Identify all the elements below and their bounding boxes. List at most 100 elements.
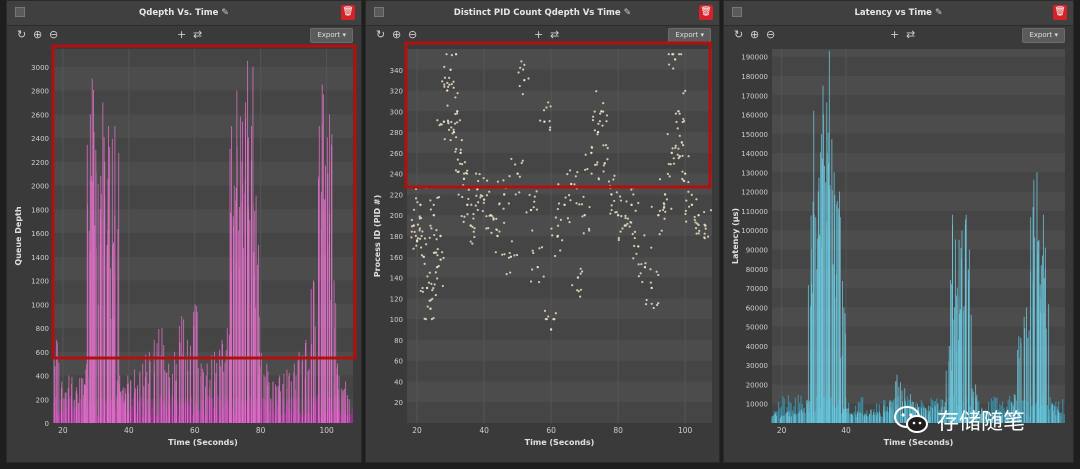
scatter-point [491, 215, 494, 218]
scatter-point [598, 120, 602, 123]
scatter-point [518, 191, 521, 194]
scatter-point [502, 207, 505, 210]
scatter-point [443, 76, 447, 79]
swap-icon[interactable]: ⇄ [193, 28, 203, 41]
scatter-point [495, 217, 498, 220]
scatter-point [436, 248, 439, 251]
scatter-point [425, 243, 428, 246]
scatter-point [454, 96, 457, 99]
scatter-point [600, 110, 603, 113]
scatter-point [421, 230, 424, 233]
y-tick-label: 1400 [31, 254, 49, 262]
scatter-point [683, 172, 687, 175]
scatter-point [465, 172, 469, 175]
delete-trash-icon[interactable]: 🗑 [699, 5, 713, 20]
scatter-point [587, 227, 591, 230]
scatter-point [429, 208, 432, 211]
edit-pencil-icon[interactable]: ✎ [934, 8, 943, 18]
y-tick-label: 10000 [746, 401, 768, 409]
y-tick-label: 2000 [31, 183, 49, 191]
reset-icon[interactable]: ↻ [734, 28, 744, 41]
qdepth-chart[interactable]: 0 200 400 600 800 1000 1200 1400 1600 1800 2000 220… [7, 1, 363, 464]
scatter-point [643, 234, 646, 237]
scatter-point [672, 67, 675, 70]
zoom-in-icon[interactable]: ⊕ [750, 28, 760, 41]
crosshair-icon[interactable]: + [534, 28, 544, 41]
swap-icon[interactable]: ⇄ [906, 28, 916, 41]
scatter-point [477, 201, 480, 204]
scatter-point [429, 224, 432, 227]
zoom-out-icon[interactable]: ⊖ [49, 28, 59, 41]
y-tick-label: 180000 [741, 73, 768, 81]
scatter-point [596, 133, 599, 136]
scatter-point [613, 174, 616, 177]
y-axis-title: Process ID (PID #) [373, 195, 382, 277]
crosshair-icon[interactable]: + [890, 28, 900, 41]
scatter-point [418, 227, 422, 230]
crosshair-icon[interactable]: + [177, 28, 187, 41]
scatter-point [473, 227, 476, 230]
reset-icon[interactable]: ↻ [376, 28, 386, 41]
y-tick-label: 3000 [31, 64, 49, 72]
panel-select-checkbox[interactable] [374, 7, 384, 17]
scatter-point [521, 159, 524, 162]
y-tick-label: 2600 [31, 111, 49, 119]
scatter-point [693, 218, 696, 222]
scatter-point [676, 153, 679, 156]
scatter-point [681, 170, 684, 173]
scatter-point [605, 120, 608, 123]
scatter-point [680, 53, 683, 56]
scatter-point [454, 112, 457, 116]
pid-chart[interactable]: 20 40 60 80 100 120 140 160 180 200 220 240 260 280 30… [366, 1, 721, 464]
panel-title-text: Qdepth Vs. Time [139, 8, 219, 18]
edit-pencil-icon[interactable]: ✎ [623, 8, 632, 18]
export-label: Export [317, 31, 341, 39]
scatter-point [566, 173, 569, 176]
scatter-point [456, 92, 459, 95]
swap-icon[interactable]: ⇄ [550, 28, 560, 41]
scatter-point [674, 144, 677, 147]
y-tick-label: 280 [390, 129, 403, 137]
panel-select-checkbox[interactable] [732, 7, 742, 17]
scatter-point [453, 122, 457, 125]
scatter-point [527, 77, 530, 80]
scatter-point [477, 179, 480, 183]
scatter-point [459, 151, 462, 155]
scatter-point [582, 195, 585, 198]
highlight-box [51, 44, 357, 360]
scatter-point [593, 163, 597, 166]
scatter-point [416, 201, 419, 204]
panel-select-checkbox[interactable] [15, 7, 25, 17]
chart-panel-qdepth: Qdepth Vs. Time ✎ 🗑 ↻ ⊕ ⊖ + ⇄ Export ▾ 0 2… [6, 0, 362, 463]
zoom-in-icon[interactable]: ⊕ [392, 28, 402, 41]
scatter-point [605, 114, 609, 117]
scatter-point [519, 66, 522, 69]
y-tick-label: 600 [36, 349, 49, 357]
zoom-out-icon[interactable]: ⊖ [408, 28, 418, 41]
export-dropdown[interactable]: Export ▾ [310, 28, 353, 43]
scatter-point [536, 265, 539, 269]
scatter-point [461, 163, 464, 166]
scatter-point [684, 89, 687, 93]
scatter-point [567, 194, 571, 197]
scatter-point [419, 237, 422, 240]
y-tick-label: 800 [36, 325, 49, 333]
scatter-point [515, 253, 519, 257]
latency-chart[interactable]: 10000 20000 30000 40000 50000 60000 70000 80000… [724, 1, 1075, 464]
scatter-point [529, 280, 533, 283]
scatter-point [446, 81, 449, 84]
scatter-point [476, 188, 479, 191]
scatter-point [454, 150, 457, 153]
edit-pencil-icon[interactable]: ✎ [221, 8, 229, 18]
delete-trash-icon[interactable]: 🗑 [341, 5, 355, 20]
reset-icon[interactable]: ↻ [17, 28, 27, 41]
scatter-point [635, 252, 638, 255]
zoom-out-icon[interactable]: ⊖ [766, 28, 776, 41]
export-dropdown[interactable]: Export ▾ [1022, 28, 1065, 43]
delete-trash-icon[interactable]: 🗑 [1053, 5, 1067, 20]
scatter-point [687, 205, 691, 208]
scatter-point [663, 205, 666, 208]
scatter-point [644, 302, 648, 306]
scatter-point [698, 229, 701, 232]
zoom-in-icon[interactable]: ⊕ [33, 28, 43, 41]
